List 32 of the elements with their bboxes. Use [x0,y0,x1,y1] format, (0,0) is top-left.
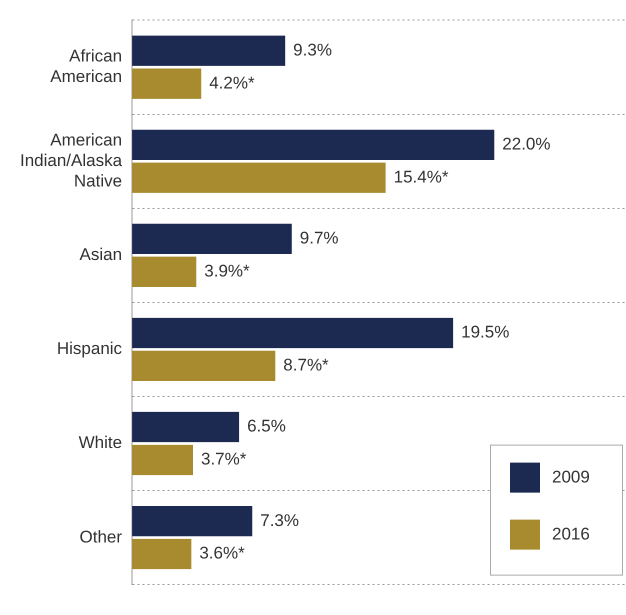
bar [132,412,240,442]
bar [132,350,276,382]
bar [132,318,454,348]
legend-label: 2009 [552,467,590,486]
data-label: 22.0% [502,134,550,154]
y-tick-label: Asian [80,245,122,264]
bar [132,36,286,66]
data-label: 3.9%* [204,262,250,281]
y-tick-label: Hispanic [56,339,123,358]
data-label: 7.3% [260,510,300,530]
data-label: 8.7%* [283,356,330,375]
data-label: 9.3% [293,40,332,60]
data-label: 3.6%* [199,544,246,563]
bar [132,68,202,99]
data-label: 4.2%* [209,73,255,92]
bar [132,224,292,254]
y-tick-label: African American [50,46,122,86]
bar [132,444,193,476]
y-tick-label: American Indian/Alaska Native [20,130,123,190]
bar [132,130,494,160]
legend-label: 2016 [552,524,590,544]
bar [132,538,192,570]
data-label: 3.7%* [200,450,247,469]
y-tick-label: Other [80,527,122,546]
bar [132,162,386,193]
data-label: 19.5% [461,322,510,342]
data-label: 6.5% [247,416,286,436]
data-label: 9.7% [300,228,339,248]
y-tick-label: White [78,433,122,452]
data-label: 15.4%* [394,167,449,186]
bar [132,256,196,287]
bar [132,506,252,536]
